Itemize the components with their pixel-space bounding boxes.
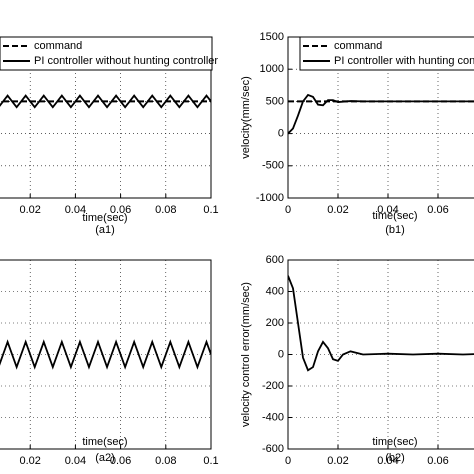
plot-area bbox=[0, 260, 211, 449]
y-tick-label: 500 bbox=[266, 95, 284, 107]
x-tick-label: 0.06 bbox=[110, 204, 131, 216]
y-tick-label: 1000 bbox=[260, 63, 284, 75]
legend-label: PI controller without hunting controller bbox=[34, 55, 218, 67]
caption: (b1) bbox=[385, 224, 405, 236]
series-line bbox=[0, 339, 211, 370]
x-axis-label: time(sec) bbox=[372, 436, 417, 448]
caption: (a2) bbox=[95, 452, 115, 464]
caption: (b2) bbox=[385, 452, 405, 464]
y-tick-label: 0 bbox=[278, 348, 284, 360]
x-axis-label: time(sec) bbox=[82, 212, 127, 224]
x-tick-label: 0.06 bbox=[427, 204, 448, 216]
plot-area bbox=[288, 260, 474, 449]
x-tick-label: 0.1 bbox=[203, 455, 218, 467]
x-tick-label: 0.04 bbox=[65, 455, 86, 467]
legend-label: command bbox=[34, 40, 82, 52]
y-tick-label: 0 bbox=[278, 128, 284, 140]
axes-frame bbox=[287, 259, 474, 450]
x-tick-label: 0.02 bbox=[19, 204, 40, 216]
legend-label: command bbox=[334, 40, 382, 52]
x-axis-label: time(sec) bbox=[82, 436, 127, 448]
y-tick-label: 400 bbox=[266, 285, 284, 297]
x-tick-label: 0.04 bbox=[65, 204, 86, 216]
x-tick-label: 0.04 bbox=[377, 455, 398, 467]
legend-label: PI controller with hunting controller bbox=[334, 55, 474, 67]
x-tick-label: 0.04 bbox=[377, 204, 398, 216]
x-tick-label: 0.02 bbox=[19, 455, 40, 467]
y-axis-label: velocity control error(mm/sec) bbox=[240, 282, 252, 427]
x-tick-label: 0.08 bbox=[155, 204, 176, 216]
y-tick-label: -400 bbox=[262, 411, 284, 423]
y-axis-label: velocity(mm/sec) bbox=[240, 76, 252, 159]
y-tick-label: 600 bbox=[266, 254, 284, 266]
y-tick-label: -200 bbox=[262, 380, 284, 392]
y-tick-label: 200 bbox=[266, 317, 284, 329]
y-tick-label: -600 bbox=[262, 443, 284, 455]
x-tick-label: 0.06 bbox=[110, 455, 131, 467]
caption: (a1) bbox=[95, 224, 115, 236]
x-tick-label: 0.02 bbox=[327, 204, 348, 216]
series-line bbox=[288, 275, 474, 372]
x-tick-label: 0.08 bbox=[155, 455, 176, 467]
x-axis-label: time(sec) bbox=[372, 210, 417, 222]
legend-box bbox=[299, 36, 474, 71]
series-line bbox=[288, 93, 474, 135]
x-tick-label: 0.06 bbox=[427, 455, 448, 467]
x-tick-label: 0.1 bbox=[203, 204, 218, 216]
y-tick-label: -500 bbox=[262, 160, 284, 172]
x-tick-label: 0 bbox=[285, 455, 291, 467]
x-tick-label: 0 bbox=[285, 204, 291, 216]
y-tick-label: -1000 bbox=[256, 192, 284, 204]
series-line bbox=[0, 94, 211, 109]
x-tick-label: 0.02 bbox=[327, 455, 348, 467]
legend-box bbox=[0, 36, 213, 71]
axes-frame bbox=[0, 259, 212, 450]
y-tick-label: 1500 bbox=[260, 31, 284, 43]
